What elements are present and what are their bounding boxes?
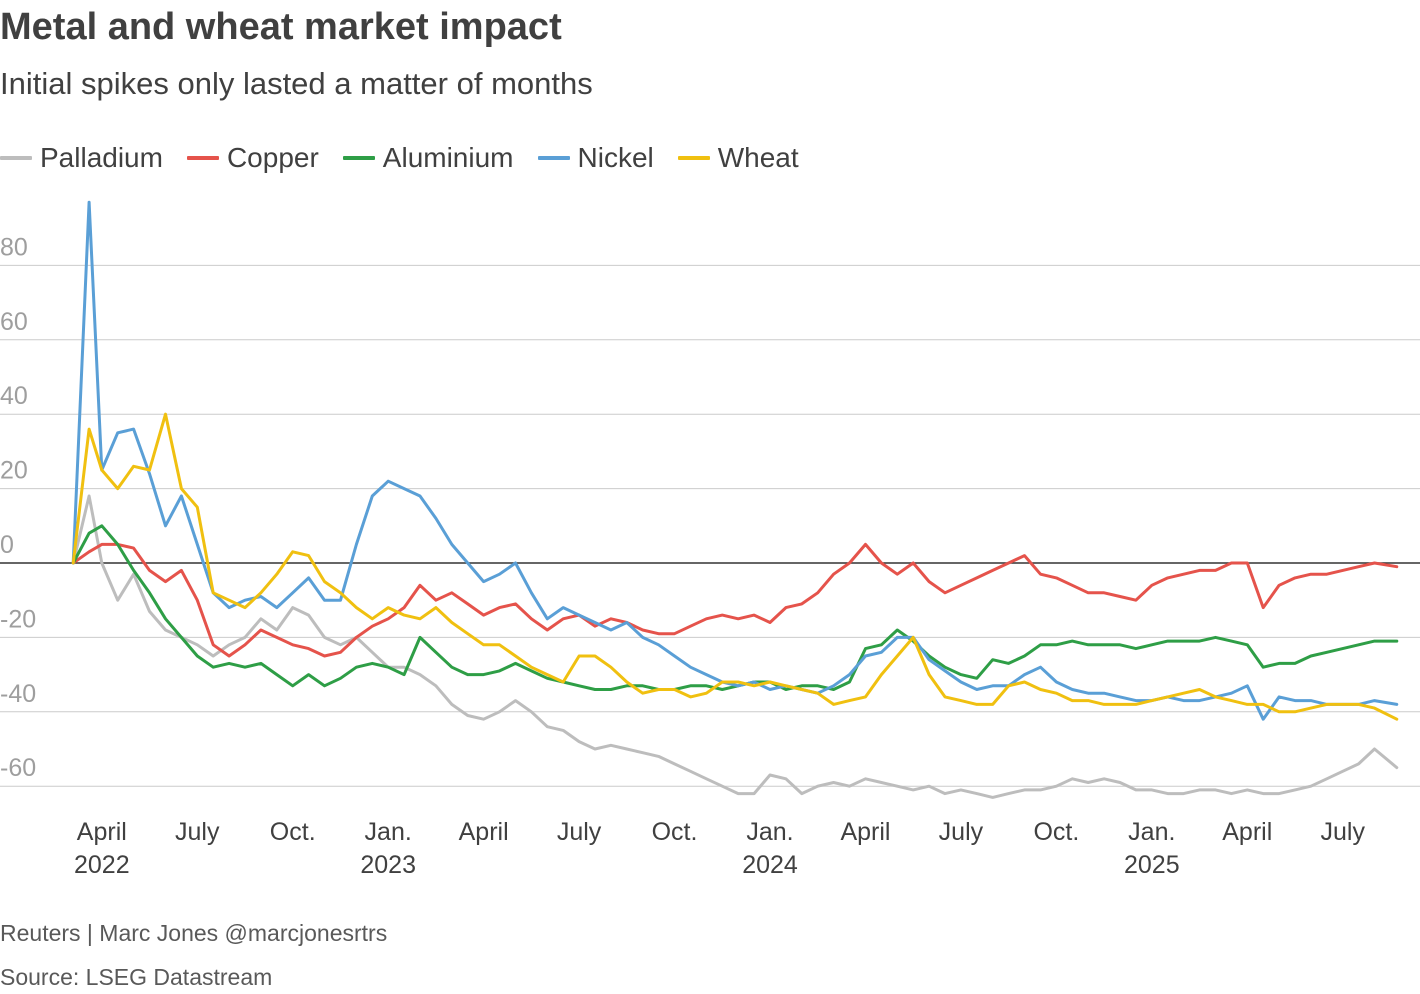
legend-item-aluminium[interactable]: Aluminium bbox=[342, 142, 514, 174]
legend-item-palladium[interactable]: Palladium bbox=[0, 142, 163, 174]
y-tick-label-60: 60 bbox=[0, 308, 28, 336]
gridlines: 80 60 40 20 0 -20 -40 -60 bbox=[0, 233, 1420, 787]
x-tick-label-13: July bbox=[1320, 818, 1365, 846]
legend-label-copper: Copper bbox=[226, 142, 319, 173]
x-tick-label-9: July bbox=[939, 818, 984, 846]
x-tick-label-3: Jan. bbox=[365, 818, 412, 846]
x-tick-label-5: July bbox=[557, 818, 602, 846]
y-tick-label--40: -40 bbox=[0, 680, 36, 708]
legend-swatch-aluminium bbox=[342, 156, 375, 160]
series-lines bbox=[71, 200, 1399, 799]
y-tick-label--60: -60 bbox=[0, 754, 36, 782]
y-tick-label-80: 80 bbox=[0, 233, 28, 261]
legend-item-wheat[interactable]: Wheat bbox=[677, 142, 799, 174]
legend-swatch-nickel bbox=[537, 156, 570, 160]
legend-item-nickel[interactable]: Nickel bbox=[537, 142, 654, 174]
x-tick-year-2022: 2022 bbox=[74, 851, 130, 879]
x-tick-label-7: Jan. bbox=[746, 818, 793, 846]
x-tick-label-10: Oct. bbox=[1033, 818, 1079, 846]
source-line: Source: LSEG Datastream bbox=[0, 964, 273, 990]
x-tick-label-0: April bbox=[77, 818, 127, 846]
x-tick-year-2024: 2024 bbox=[742, 851, 798, 879]
y-tick-label--20: -20 bbox=[0, 605, 36, 633]
x-tick-year-2023: 2023 bbox=[360, 851, 416, 879]
legend-swatch-copper bbox=[186, 156, 219, 160]
x-tick-label-1: July bbox=[175, 818, 220, 846]
credit-line: Reuters | Marc Jones @marcjonesrtrs bbox=[0, 920, 388, 946]
x-axis-labels: April 2022 July Oct. Jan. 2023 April July Oct. Ja… bbox=[74, 818, 1365, 879]
legend-label-wheat: Wheat bbox=[717, 142, 799, 173]
x-tick-label-8: April bbox=[840, 818, 890, 846]
y-tick-label-40: 40 bbox=[0, 382, 28, 410]
legend-swatch-wheat bbox=[677, 156, 710, 160]
x-tick-year-2025: 2025 bbox=[1124, 851, 1180, 879]
y-tick-label-0: 0 bbox=[0, 531, 14, 559]
series-line-palladium bbox=[71, 494, 1399, 799]
y-tick-label-20: 20 bbox=[0, 457, 28, 485]
chart-title: Metal and wheat market impact bbox=[0, 6, 562, 48]
x-tick-label-12: April bbox=[1222, 818, 1272, 846]
legend-swatch-palladium bbox=[0, 156, 32, 160]
chart-subtitle: Initial spikes only lasted a matter of m… bbox=[0, 66, 593, 101]
series-line-aluminium bbox=[71, 524, 1399, 691]
x-tick-label-6: Oct. bbox=[652, 818, 698, 846]
series-line-copper bbox=[71, 542, 1399, 658]
x-tick-label-2: Oct. bbox=[270, 818, 316, 846]
legend-label-palladium: Palladium bbox=[40, 142, 163, 173]
legend-label-aluminium: Aluminium bbox=[382, 142, 514, 173]
legend-label-nickel: Nickel bbox=[577, 142, 654, 173]
series-line-wheat bbox=[71, 412, 1399, 721]
legend-item-copper[interactable]: Copper bbox=[186, 142, 319, 174]
x-tick-label-4: April bbox=[459, 818, 509, 846]
legend: Palladium Copper Aluminium Nickel Wheat bbox=[0, 140, 823, 176]
x-tick-label-11: Jan. bbox=[1128, 818, 1175, 846]
